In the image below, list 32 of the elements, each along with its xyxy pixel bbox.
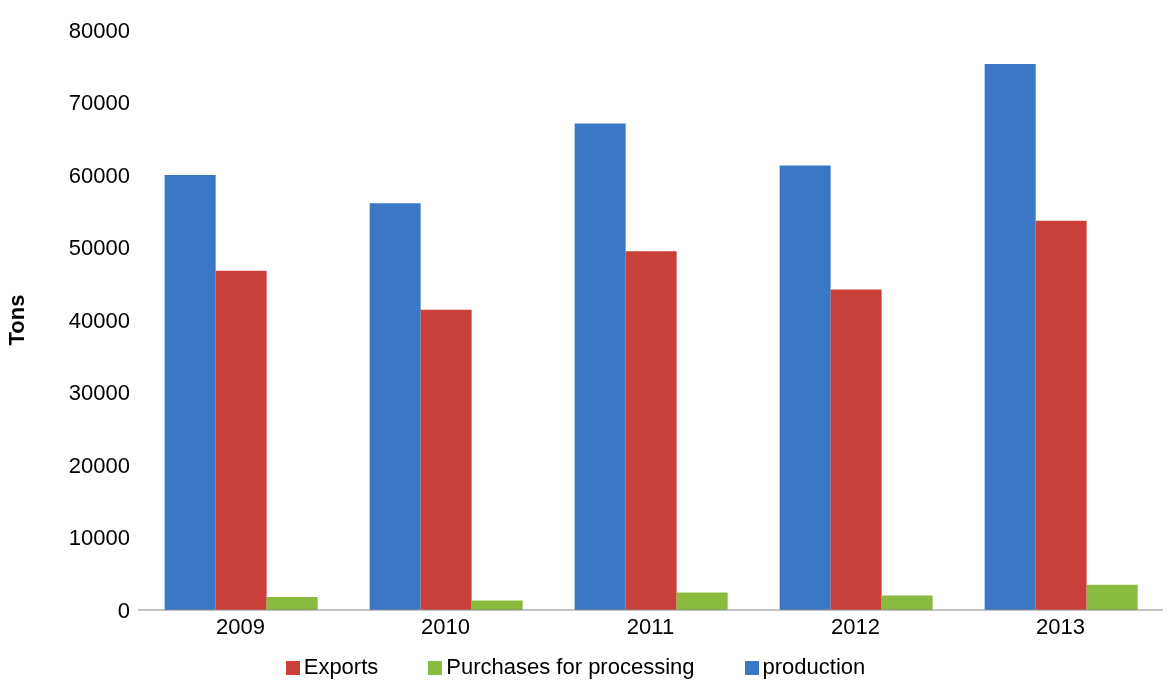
y-tick-label: 10000 (68, 525, 130, 551)
bar (266, 596, 318, 610)
bar (1035, 220, 1087, 610)
y-tick-label: 50000 (68, 235, 130, 261)
y-axis-title: Tons (3, 294, 29, 346)
bar (1086, 584, 1138, 610)
bar (779, 165, 831, 610)
bar (369, 203, 421, 610)
bar (574, 123, 626, 610)
x-tick-label: 2010 (421, 613, 470, 639)
x-tick-label: 2011 (626, 613, 675, 639)
bar (881, 595, 933, 610)
bar (625, 251, 677, 610)
legend-label: Exports (303, 654, 379, 679)
bar (215, 270, 267, 610)
y-tick-label: 70000 (68, 90, 130, 116)
bar (830, 289, 882, 610)
y-tick-label: 30000 (68, 380, 130, 406)
y-tick-label: 40000 (68, 307, 130, 333)
y-tick-label: 0 (117, 597, 130, 623)
x-tick-label: 2009 (216, 613, 265, 639)
bar (420, 309, 472, 610)
legend-label: Purchases for processing (446, 654, 695, 679)
x-tick-label: 2013 (1036, 613, 1085, 639)
legend-label: production (762, 654, 866, 679)
bar (676, 592, 728, 610)
y-tick-label: 20000 (68, 452, 130, 478)
y-tick-label: 60000 (68, 162, 130, 188)
bar (984, 64, 1036, 610)
y-tick-label: 80000 (68, 17, 130, 43)
x-tick-label: 2012 (831, 613, 880, 639)
bar (164, 175, 216, 610)
